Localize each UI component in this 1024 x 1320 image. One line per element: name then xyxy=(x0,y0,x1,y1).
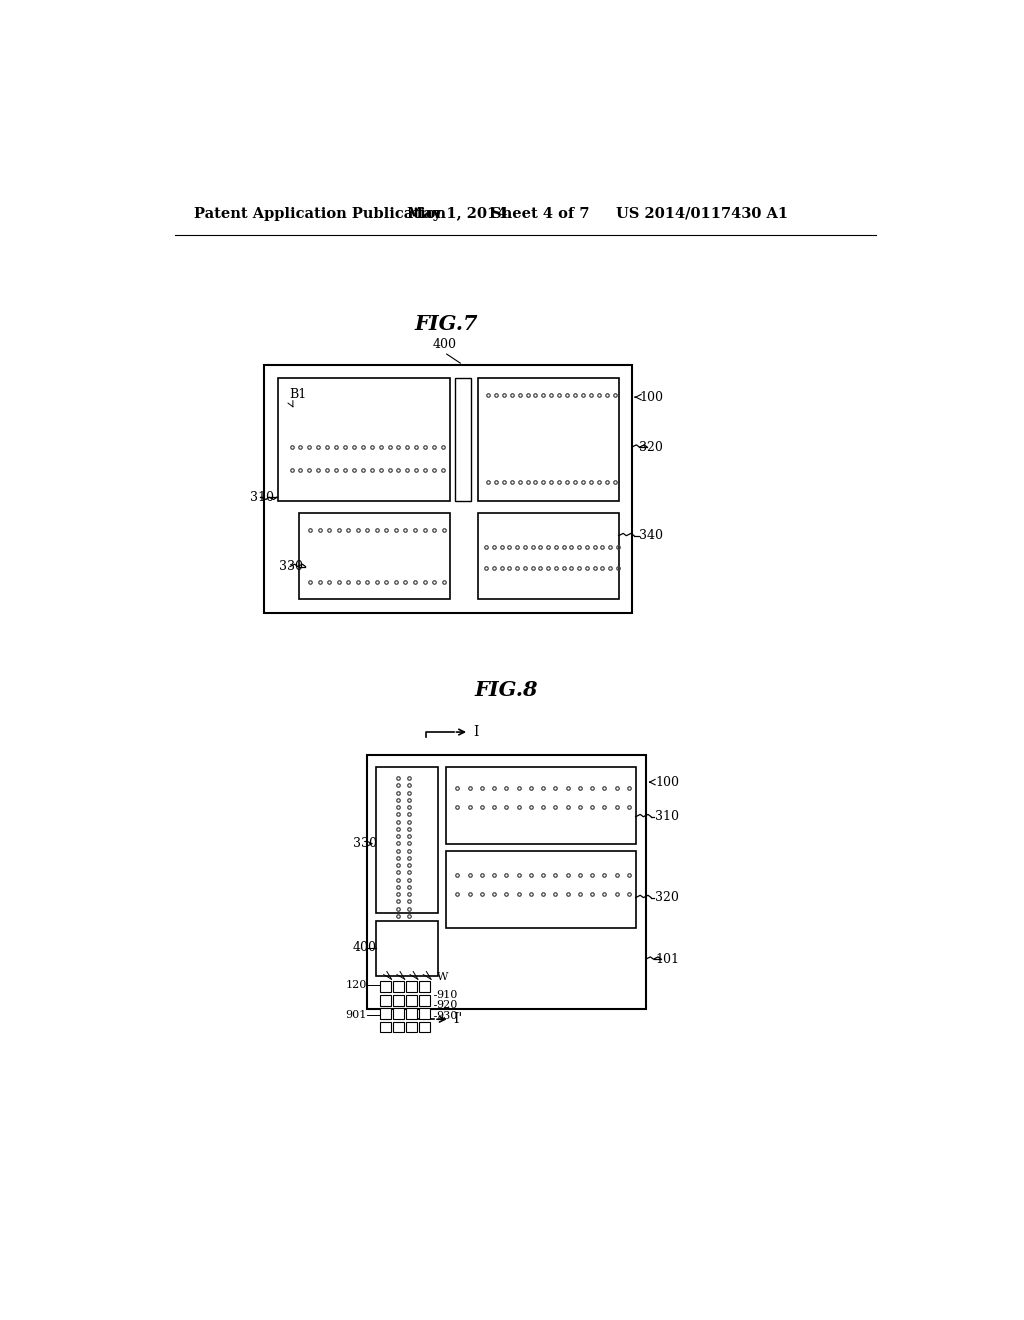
Text: US 2014/0117430 A1: US 2014/0117430 A1 xyxy=(616,207,788,220)
Text: Patent Application Publication: Patent Application Publication xyxy=(194,207,445,220)
Text: 910: 910 xyxy=(436,990,458,999)
Bar xyxy=(380,1022,391,1032)
Bar xyxy=(420,995,430,1006)
Bar xyxy=(380,981,391,991)
Text: May 1, 2014: May 1, 2014 xyxy=(407,207,507,220)
Text: 340: 340 xyxy=(640,529,664,543)
Bar xyxy=(407,1022,417,1032)
Bar xyxy=(445,851,636,928)
Text: I: I xyxy=(473,725,478,739)
Bar xyxy=(299,512,450,599)
Text: 330: 330 xyxy=(280,560,303,573)
Text: FIG.7: FIG.7 xyxy=(414,314,477,334)
Bar xyxy=(420,1022,430,1032)
Text: 330: 330 xyxy=(352,837,377,850)
Text: 930: 930 xyxy=(436,1011,458,1022)
Text: 901: 901 xyxy=(345,1010,367,1020)
Bar xyxy=(380,995,391,1006)
Bar xyxy=(478,378,618,502)
Bar xyxy=(367,755,646,1010)
Bar xyxy=(420,1008,430,1019)
Text: 400: 400 xyxy=(432,338,457,351)
Bar xyxy=(393,995,403,1006)
Bar xyxy=(420,981,430,991)
Text: 120: 120 xyxy=(345,979,367,990)
Text: 920: 920 xyxy=(436,1001,458,1010)
Bar xyxy=(478,512,618,599)
Text: 320: 320 xyxy=(655,891,679,904)
Bar xyxy=(278,378,450,502)
Bar xyxy=(263,364,632,612)
Text: 310: 310 xyxy=(251,491,274,504)
Text: B1: B1 xyxy=(289,388,306,401)
Text: 100: 100 xyxy=(640,391,664,404)
Bar xyxy=(393,1008,403,1019)
Text: 101: 101 xyxy=(655,953,679,966)
Bar xyxy=(376,767,438,913)
Bar xyxy=(445,767,636,843)
Text: W: W xyxy=(436,972,447,982)
Text: I': I' xyxy=(454,1012,463,1026)
Text: 310: 310 xyxy=(655,810,679,824)
Bar xyxy=(380,1008,391,1019)
Text: FIG.8: FIG.8 xyxy=(474,680,538,700)
Bar xyxy=(393,1022,403,1032)
Bar xyxy=(407,1008,417,1019)
Text: Sheet 4 of 7: Sheet 4 of 7 xyxy=(490,207,589,220)
Bar xyxy=(376,921,438,977)
Text: 320: 320 xyxy=(640,441,664,454)
Bar xyxy=(393,981,403,991)
Bar xyxy=(407,995,417,1006)
Bar xyxy=(455,378,471,502)
Text: 100: 100 xyxy=(655,776,679,788)
Text: 400: 400 xyxy=(352,941,377,954)
Bar xyxy=(407,981,417,991)
